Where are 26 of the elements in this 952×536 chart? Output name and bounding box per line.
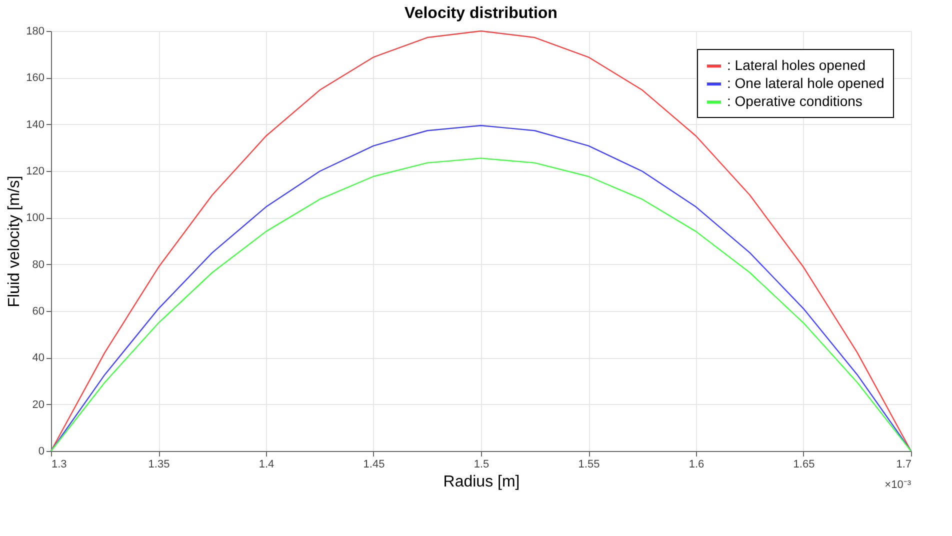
x-tick-label: 1.35: [148, 458, 170, 470]
legend-label: : Lateral holes opened: [727, 57, 866, 73]
y-tick-label: 80: [32, 258, 44, 271]
x-tick-label: 1.4: [258, 458, 274, 470]
text: ×10⁻³: [884, 479, 912, 491]
x-tick-label: 1.6: [688, 458, 704, 470]
x-tick-label: 1.55: [578, 458, 600, 470]
x-tick-label: 1.3: [52, 458, 67, 470]
x-tick-label: 1.5: [474, 458, 490, 470]
y-tick-label: 140: [26, 118, 44, 131]
x-tick-label: 1.7: [896, 458, 912, 470]
legend-label: : One lateral hole opened: [727, 75, 884, 91]
chart-title: Velocity distribution: [404, 5, 558, 22]
x-tick-label: 1.65: [793, 458, 815, 470]
y-tick-label: 180: [26, 26, 44, 38]
x-tick-label: 1.45: [363, 458, 385, 470]
y-axis-title: Fluid velocity [m/s]: [6, 176, 24, 308]
y-tick-label: 60: [32, 306, 44, 318]
legend-label: : Operative conditions: [727, 93, 862, 109]
y-tick-label: 40: [32, 352, 44, 364]
y-tick-label: 20: [32, 398, 44, 411]
y-tick-label: 100: [26, 212, 44, 224]
y-tick-label: 160: [26, 72, 44, 84]
y-tick-label: 0: [38, 446, 44, 458]
y-tick-label: 120: [26, 166, 44, 178]
x-axis-title: Radius [m]: [443, 474, 520, 490]
